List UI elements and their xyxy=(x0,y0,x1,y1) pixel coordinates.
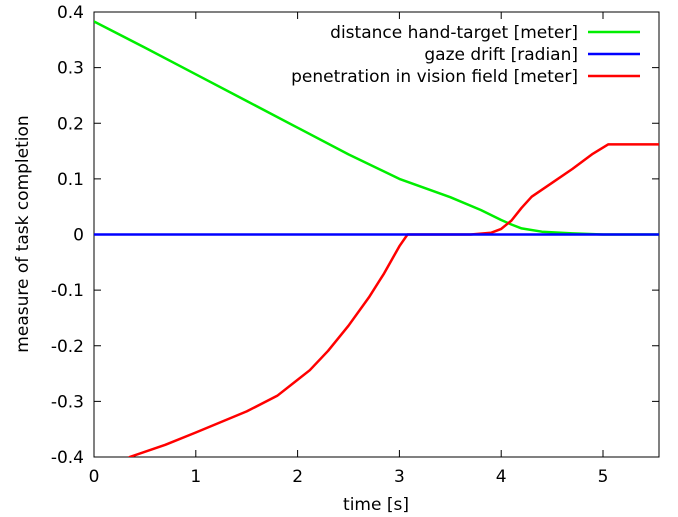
x-axis-label: time [s] xyxy=(343,495,409,515)
y-tick-label: -0.1 xyxy=(51,281,84,301)
x-tick-label: 2 xyxy=(292,467,303,487)
legend-label: penetration in vision field [meter] xyxy=(291,67,578,87)
legend-label: gaze drift [radian] xyxy=(424,45,578,65)
x-tick-label: 3 xyxy=(394,467,405,487)
x-tick-label: 4 xyxy=(496,467,507,487)
x-tick-label: 0 xyxy=(89,467,100,487)
y-tick-label: -0.2 xyxy=(51,337,84,357)
series-lines xyxy=(94,20,659,457)
y-axis-label: measure of task completion xyxy=(13,115,33,352)
y-tick-label: 0.3 xyxy=(57,59,84,79)
series-line-0 xyxy=(94,20,659,236)
x-tick-label: 5 xyxy=(598,467,609,487)
legend-label: distance hand-target [meter] xyxy=(330,23,578,43)
y-tick-label: 0.4 xyxy=(57,3,84,23)
series-line-2 xyxy=(128,143,659,457)
legend: distance hand-target [meter]gaze drift [… xyxy=(291,23,640,87)
y-tick-label: 0.2 xyxy=(57,114,84,134)
x-tick-label: 1 xyxy=(190,467,201,487)
y-tick-label: -0.4 xyxy=(51,448,84,468)
y-tick-label: -0.3 xyxy=(51,392,84,412)
y-tick-label: 0 xyxy=(73,226,84,246)
y-tick-label: 0.1 xyxy=(57,170,84,190)
tick-labels: 0 1 2 3 4 5 -0.4 -0.3 -0.2 -0.1 0 0.1 0.2 0.3 0.4 xyxy=(51,3,609,487)
